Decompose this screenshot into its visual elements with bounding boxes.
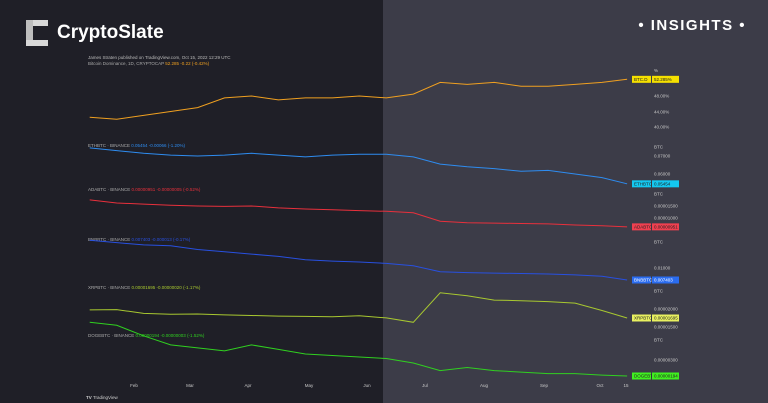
series-line-ethbtc [89,147,628,185]
symbol-badge-text: ETHBTC [634,181,653,186]
cryptoslate-logo: CryptoSlate [26,20,164,46]
legend-change: 0.00001695 -0.00000020 (-1.17%) [130,285,201,290]
y-tick-label: BTC [654,240,664,245]
price-badge [652,223,679,231]
y-tick-label: BTC [654,145,664,150]
y-tick-label: 0.06000 [654,172,671,177]
section-title: INSIGHTS [650,17,734,34]
right-background [383,0,768,403]
series-legend[interactable]: BNBBTC · BINANCE 0.007403 -0.000013 (-0.… [88,237,190,242]
y-tick-label: BTC [654,192,664,197]
series-line-xrpbtc [89,292,628,323]
symbol-badge [632,180,651,188]
left-background [0,0,383,403]
logo-icon [26,20,48,46]
y-tick-label: 44.00% [654,110,669,115]
y-tick-label: 0.00001500 [654,204,678,209]
y-tick-label: 0.00002000 [654,307,678,312]
symbol-badge-text: BNBBTC [634,278,653,283]
x-tick-label: Apr [244,383,252,388]
series-legend[interactable]: ETHBTC · BINANCE 0.05454 -0.00066 (-1.20… [88,143,185,148]
series-line-dogebtc [89,321,628,377]
price-badge-text: 0.05454 [654,181,671,186]
series-legend[interactable]: Bitcoin Dominance, 1D, CRYPTOCAP 52.285 … [88,61,209,66]
symbol-badge-text: ADABTC [634,224,653,229]
series-legend[interactable]: ADABTC · BINANCE 0.00000951 -0.00000005 … [88,187,200,192]
legend-change: 0.007403 -0.000013 (-0.17%) [130,237,191,242]
x-tick-label: Jun [363,383,371,388]
series-line-adabtc [89,199,628,228]
x-tick-label: 15 [623,383,629,388]
legend-symbol: ADABTC · BINANCE [88,187,131,192]
price-badge [652,314,679,322]
y-tick-label: BTC [654,289,664,294]
y-tick-label: 0.01000 [654,266,671,271]
footer-text: TradingView [92,395,118,400]
legend-change: 0.00000951 -0.00000005 (-0.52%) [130,187,201,192]
legend-symbol: XRPBTC · BINANCE [88,285,131,290]
y-tick-label: BTC [654,338,664,343]
legend-symbol: BNBBTC · BINANCE [88,237,131,242]
y-tick-label: 0.07000 [654,154,671,159]
legend-change: 0.00000194 -0.00000003 (-1.52%) [134,333,205,338]
tradingview-watermark: TV TradingView [86,395,118,400]
legend-change: 0.05454 -0.00066 (-1.20%) [130,143,186,148]
symbol-badge [632,75,651,83]
series-line-btc.d [89,78,628,120]
y-tick-label: 0.00001500 [654,325,678,330]
price-badge [652,372,679,380]
x-tick-label: May [305,383,314,388]
price-badge-text: 0.007403 [654,278,673,283]
legend-symbol: DOGEBTC · BINANCE [88,333,135,338]
x-tick-label: Aug [480,383,489,388]
symbol-badge [632,276,651,284]
symbol-badge [632,372,651,380]
x-tick-label: Mar [186,383,194,388]
price-badge [652,75,679,83]
x-tick-label: Oct [596,383,604,388]
symbol-badge [632,223,651,231]
series-legend[interactable]: XRPBTC · BINANCE 0.00001695 -0.00000020 … [88,285,200,290]
symbol-badge-text: BTC.D [634,77,648,82]
symbol-badge-text: XRPBTC [634,316,653,321]
legend-change: 52.285 -0.22 (-0.42%) [164,61,210,66]
legend-symbol: ETHBTC · BINANCE [88,143,131,148]
brand-name: CryptoSlate [57,22,164,43]
legend-symbol: Bitcoin Dominance, 1D, CRYPTOCAP [88,61,165,66]
price-badge-text: 0.00000951 [654,224,678,229]
x-tick-label: Feb [130,383,138,388]
price-badge-text: 0.00000194 [654,374,678,379]
price-badge [652,180,679,188]
price-badge-text: 52.285% [654,77,672,82]
y-tick-label: 48.00% [654,94,669,99]
insights-label: • INSIGHTS • [638,17,746,34]
y-tick-label: 40.00% [654,125,669,130]
y-tick-label: 0.00000300 [654,358,678,363]
series-line-bnbbtc [89,239,628,281]
symbol-badge [632,314,651,322]
price-badge [652,276,679,284]
publish-info: James Straten published on TradingView.c… [88,55,231,60]
y-tick-label: % [654,68,658,73]
y-tick-label: 0.00001000 [654,215,678,220]
price-badge-text: 0.00001695 [654,316,678,321]
x-tick-label: Sep [540,383,549,388]
symbol-badge-text: DOGEBTC [634,374,657,379]
series-legend[interactable]: DOGEBTC · BINANCE 0.00000194 -0.00000003… [88,333,204,338]
x-tick-label: Jul [422,383,428,388]
